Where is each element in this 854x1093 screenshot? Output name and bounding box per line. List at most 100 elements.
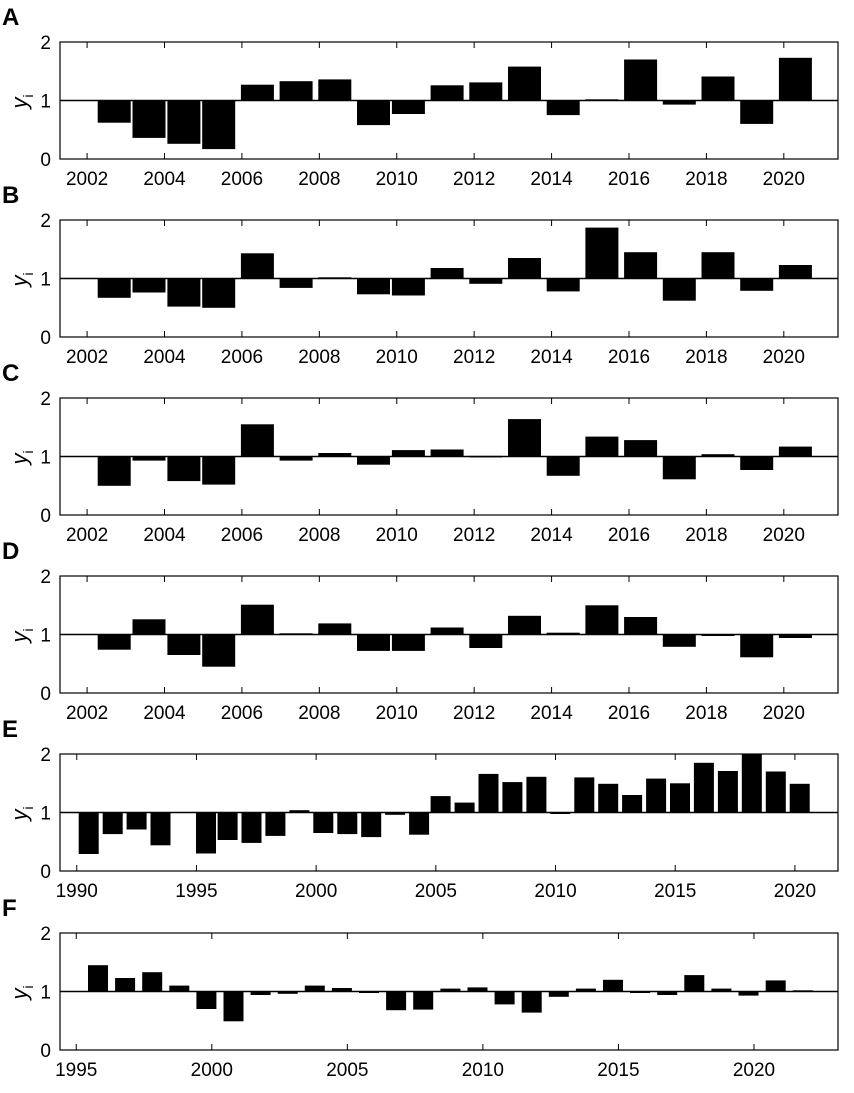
bar [240, 253, 274, 279]
y-tick-label: 1 [40, 448, 51, 469]
x-tick-label: 2010 [376, 703, 418, 724]
bar [778, 265, 812, 279]
bar [304, 985, 325, 992]
bar [337, 812, 358, 835]
x-tick-label: 2004 [143, 169, 186, 190]
bar [102, 812, 123, 835]
x-tick-label: 2000 [191, 1060, 233, 1081]
bar [217, 812, 238, 840]
bar [240, 84, 274, 101]
x-tick-label: 2020 [774, 881, 816, 902]
bar [502, 782, 523, 813]
bar [765, 771, 786, 813]
x-tick-label: 2004 [143, 703, 186, 724]
bar [196, 991, 217, 1009]
x-tick-label: 2002 [66, 703, 108, 724]
bar [624, 59, 658, 101]
bar [391, 278, 425, 296]
x-tick-label: 2002 [66, 169, 108, 190]
bar [318, 623, 352, 635]
panel-label: A [2, 4, 19, 31]
bar [711, 988, 732, 992]
bar [167, 278, 201, 307]
x-tick-label: 2018 [685, 703, 727, 724]
x-tick-label: 2006 [221, 347, 263, 368]
bar [97, 634, 131, 650]
panel-label: B [2, 182, 19, 209]
bar [289, 810, 310, 813]
bar [657, 991, 678, 995]
x-tick-label: 2014 [530, 169, 573, 190]
bar [624, 440, 658, 457]
bar [240, 604, 274, 635]
y-tick-label: 2 [40, 567, 51, 588]
bar [97, 456, 131, 486]
x-tick-label: 2014 [530, 347, 573, 368]
bar [454, 802, 475, 813]
x-tick-label: 2004 [143, 525, 186, 546]
y-axis-label: yi [7, 94, 36, 110]
panel-b: Byi 0 1 2 2002 2004 2006 2008 2010 2012 2014 2016 20… [2, 182, 839, 368]
bar [508, 258, 541, 279]
x-tick-label: 2012 [453, 347, 495, 368]
bar [331, 988, 352, 992]
bar [391, 634, 425, 651]
bar [546, 278, 580, 292]
bar [430, 85, 464, 101]
bar [701, 252, 735, 279]
bar [313, 812, 334, 833]
y-axis-label: yi [7, 806, 36, 822]
bar [662, 634, 696, 647]
bar [693, 762, 714, 813]
bar [167, 456, 201, 482]
bar [630, 991, 651, 993]
bar [701, 76, 735, 101]
bar [585, 227, 619, 279]
bar [585, 605, 619, 635]
panel-label: E [2, 716, 18, 743]
bar [132, 278, 166, 293]
x-tick-label: 2002 [66, 347, 108, 368]
y-axis-label: yi [7, 450, 36, 466]
x-tick-label: 2010 [376, 525, 418, 546]
bar [318, 79, 352, 101]
x-tick-label: 2002 [66, 525, 108, 546]
bar [548, 991, 569, 997]
x-tick-label: 2014 [530, 525, 573, 546]
bar [409, 812, 430, 835]
y-tick-label: 0 [40, 150, 51, 171]
y-tick-label: 2 [40, 745, 51, 766]
x-tick-label: 2000 [295, 881, 337, 902]
bar [467, 987, 488, 992]
x-tick-label: 2014 [530, 703, 573, 724]
y-axis-label: yi [7, 985, 36, 1001]
x-tick-label: 2020 [733, 1060, 775, 1081]
bar [740, 456, 774, 470]
bar [789, 783, 810, 813]
bar [521, 991, 542, 1013]
bar [132, 456, 166, 461]
bar [624, 252, 658, 279]
x-tick-label: 2004 [143, 347, 186, 368]
x-tick-label: 2018 [685, 525, 727, 546]
bar [97, 100, 131, 123]
x-tick-label: 2016 [608, 169, 650, 190]
panel-c: Cyi 0 1 2 2002 2004 2006 2008 2010 2012 2014 2016 20… [2, 360, 839, 546]
bar [413, 991, 434, 1010]
bar [717, 771, 738, 813]
bar [223, 991, 244, 1022]
x-tick-label: 2016 [608, 347, 650, 368]
bar [469, 634, 503, 648]
bar [508, 66, 541, 101]
x-tick-label: 2010 [462, 1060, 504, 1081]
y-tick-label: 0 [40, 506, 51, 527]
x-tick-label: 2006 [221, 703, 263, 724]
y-axis-label: yi [7, 628, 36, 644]
y-tick-label: 1 [40, 92, 51, 113]
bar [430, 268, 464, 279]
bar [670, 783, 690, 813]
y-tick-label: 2 [40, 33, 51, 54]
bar [546, 100, 580, 116]
bar [526, 776, 547, 813]
